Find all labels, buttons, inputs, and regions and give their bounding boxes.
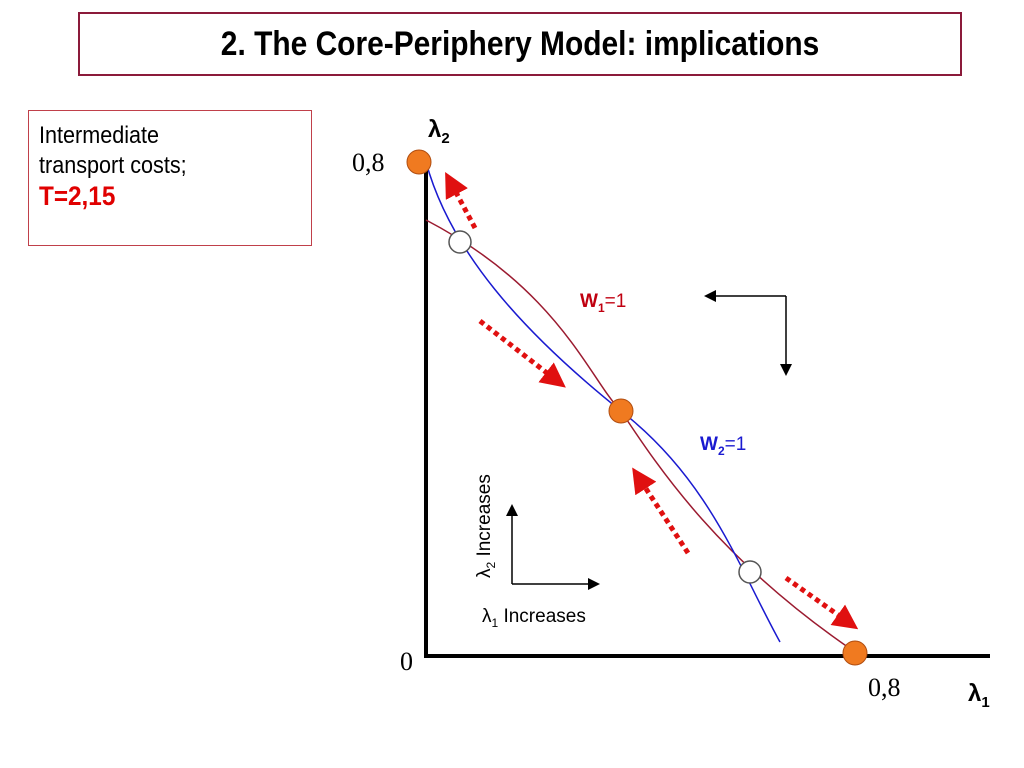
w2-label: W2=1	[700, 434, 746, 458]
arrow-to-right	[784, 575, 859, 630]
info-line-1: Intermediate	[39, 122, 160, 149]
arrow-to-top	[445, 171, 478, 230]
legend-lambda2-increases: λ2 Increases	[474, 474, 498, 578]
arrow-to-middle-from-below	[632, 467, 691, 555]
info-box: Intermediate transport costs; T=2,15	[28, 110, 312, 246]
legend-lambda1-increases: λ1 Increases	[482, 606, 586, 630]
origin-label: 0	[400, 647, 413, 676]
stable-point-top	[406, 149, 432, 175]
page-title: 2. The Core-Periphery Model: implication…	[220, 24, 820, 63]
y-max-label: 0,8	[352, 148, 385, 177]
unstable-point-lower	[738, 560, 762, 584]
title-box: 2. The Core-Periphery Model: implication…	[78, 12, 962, 76]
arrow-to-middle-from-above	[478, 319, 566, 388]
unstable-point-upper	[448, 230, 472, 254]
info-line-2: transport costs;	[39, 152, 187, 179]
x-max-label: 0,8	[868, 673, 901, 702]
stable-point-middle	[608, 398, 634, 424]
w1-label: W1=1	[580, 291, 626, 315]
x-axis-label: λ1	[968, 680, 990, 711]
transport-cost-value: T=2,15	[39, 181, 116, 211]
y-axis-label: λ2	[428, 116, 450, 147]
stable-point-right	[842, 640, 868, 666]
